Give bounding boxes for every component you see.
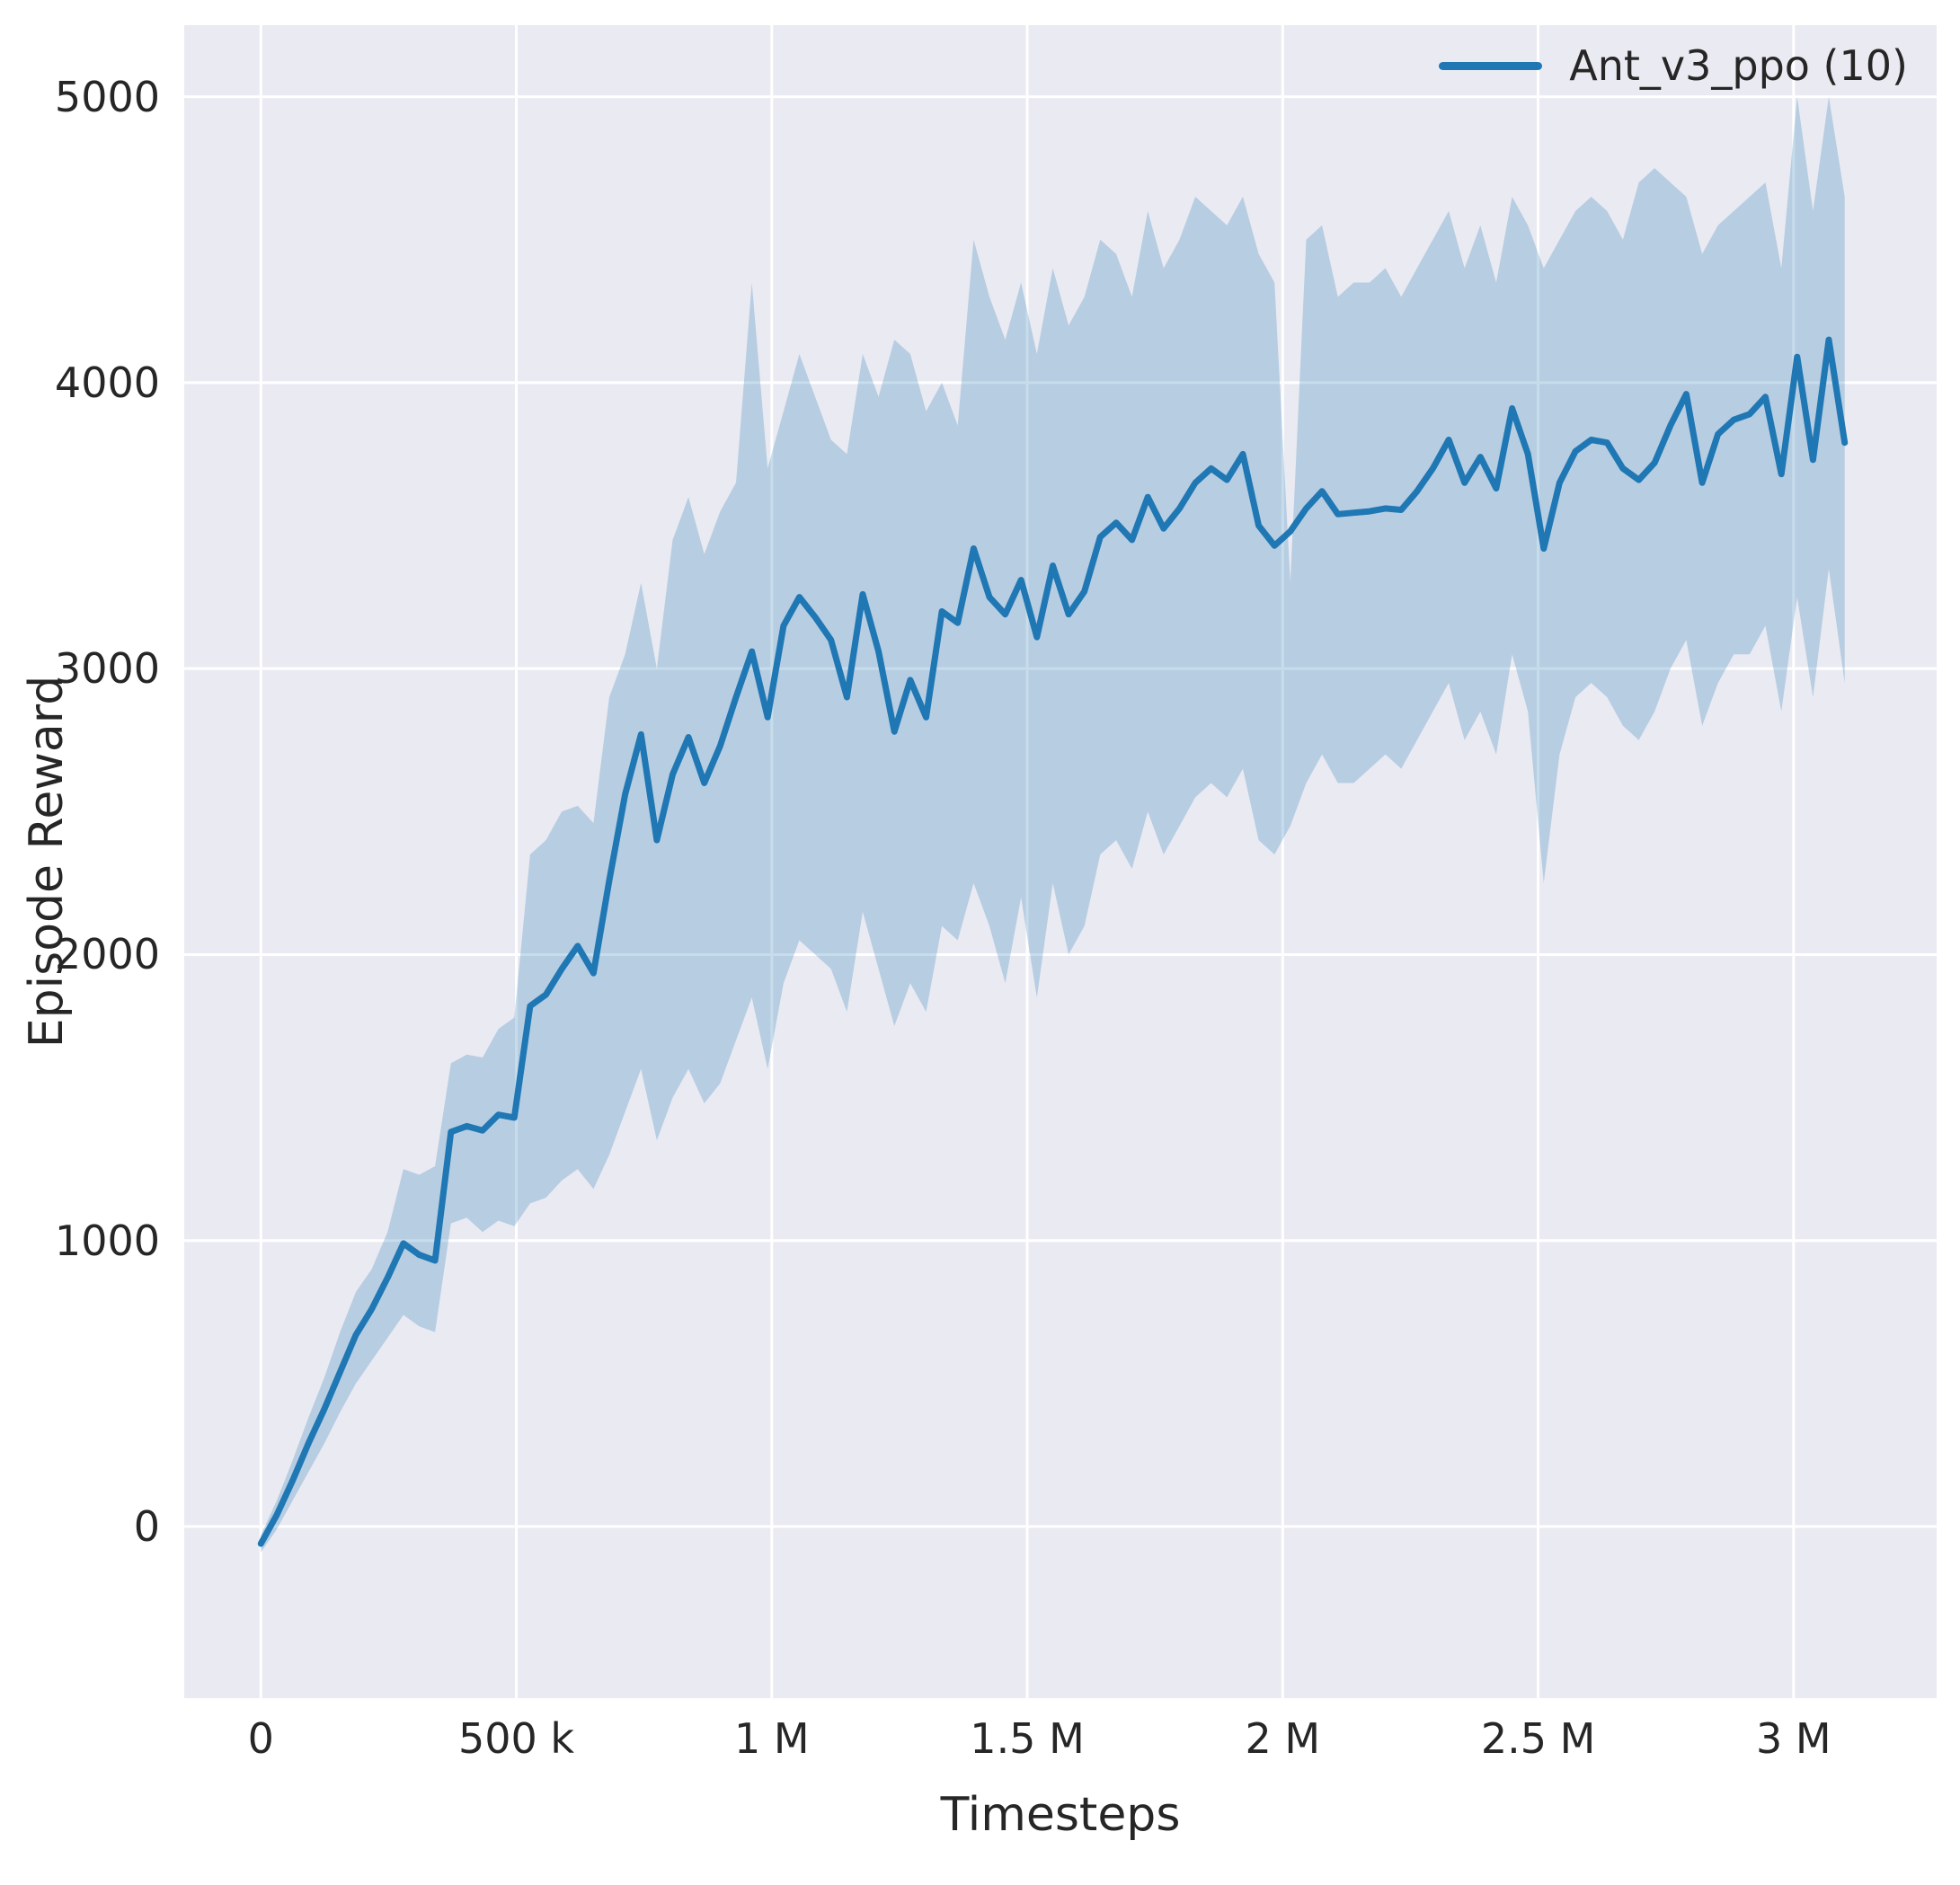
plot-area bbox=[184, 25, 1937, 1698]
x-tick-label: 1.5 M bbox=[970, 1714, 1085, 1763]
y-axis-label: Episode Reward bbox=[20, 675, 74, 1049]
y-tick-label: 2000 bbox=[54, 930, 160, 979]
y-tick-label: 3000 bbox=[54, 644, 160, 694]
legend-line-swatch bbox=[1439, 61, 1543, 70]
x-tick-label: 500 k bbox=[458, 1714, 575, 1763]
grid bbox=[184, 25, 1937, 1698]
x-tick-label: 2 M bbox=[1245, 1714, 1321, 1763]
mean-line bbox=[257, 336, 1849, 1547]
x-tick-label: 3 M bbox=[1756, 1714, 1831, 1763]
y-tick-label: 0 bbox=[133, 1502, 160, 1552]
x-tick-label: 0 bbox=[247, 1714, 274, 1763]
chart-canvas bbox=[184, 25, 1937, 1698]
x-tick-label: 1 M bbox=[733, 1714, 810, 1763]
y-tick-label: 5000 bbox=[54, 72, 160, 121]
legend: Ant_v3_ppo (10) bbox=[1439, 41, 1908, 90]
confidence-band bbox=[261, 96, 1845, 1553]
y-tick-label: 1000 bbox=[54, 1216, 160, 1265]
x-axis-label: Timesteps bbox=[940, 1788, 1181, 1842]
y-tick-label: 4000 bbox=[54, 358, 160, 407]
x-tick-label: 2.5 M bbox=[1480, 1714, 1596, 1763]
legend-label: Ant_v3_ppo (10) bbox=[1569, 41, 1908, 90]
